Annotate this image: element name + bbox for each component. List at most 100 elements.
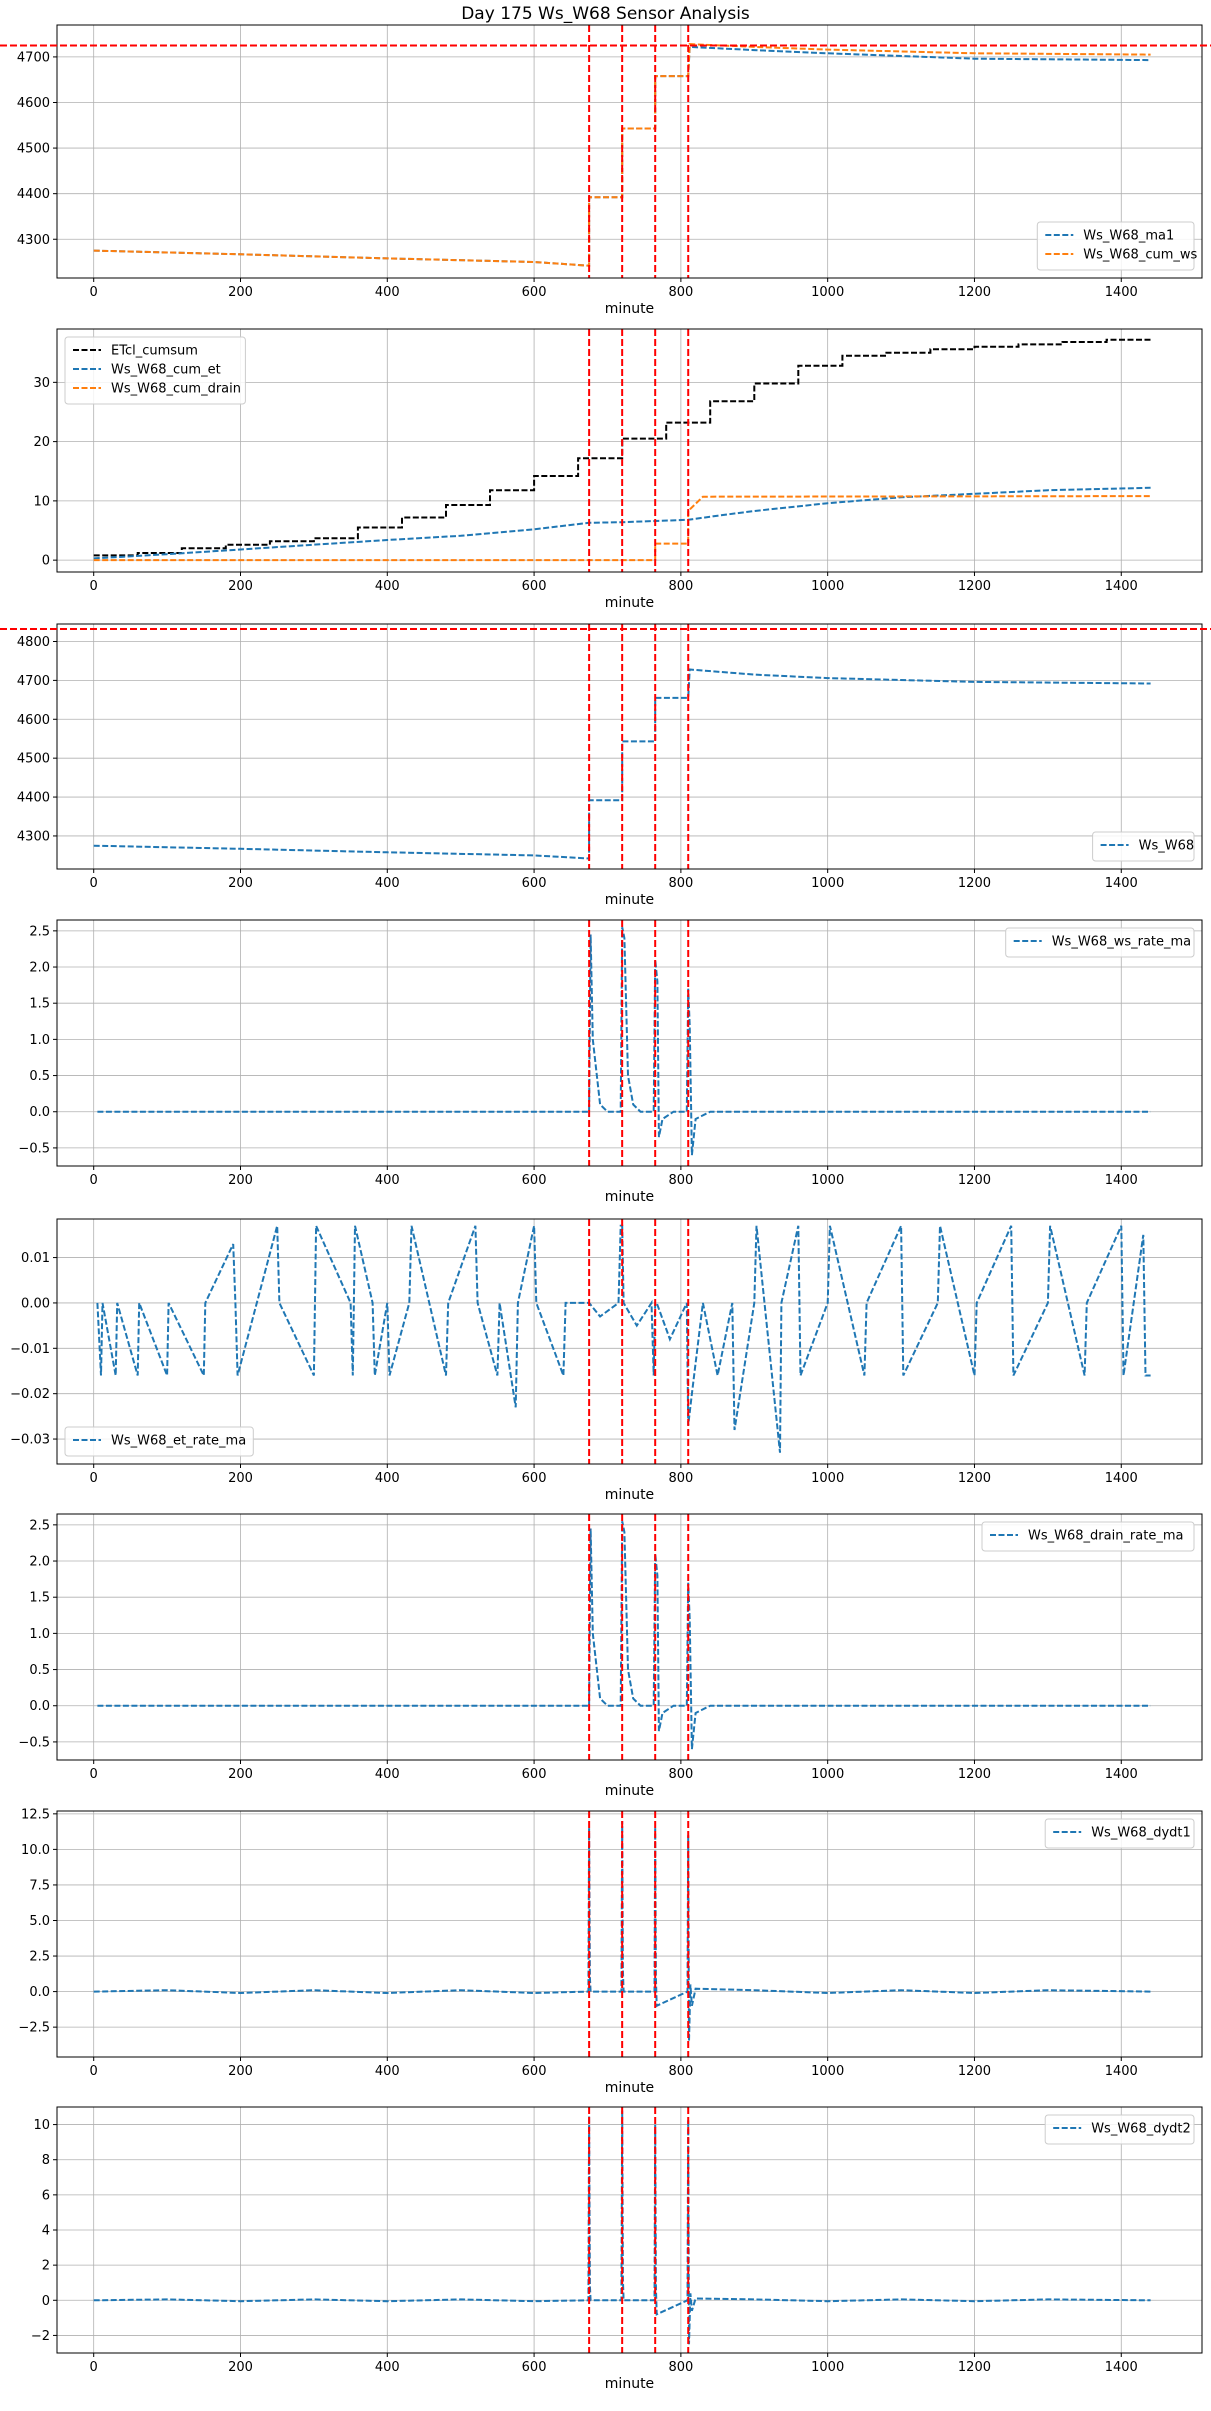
x-tick-label: 1200 bbox=[958, 1767, 991, 1782]
series-line-Ws_W68_ws_rate_ma bbox=[97, 927, 1151, 1156]
plot-area bbox=[97, 1514, 1151, 1760]
y-tick-label: 1.0 bbox=[29, 1627, 50, 1642]
legend: ETcl_cumsum Ws_W68_cum_et Ws_W68_cum_drain bbox=[64, 336, 246, 405]
x-tick-label: 600 bbox=[522, 2360, 547, 2375]
legend-box bbox=[981, 1521, 1195, 1552]
legend: Ws_W68 bbox=[1092, 831, 1195, 862]
legend-box bbox=[64, 1426, 254, 1457]
x-tick-label: 1200 bbox=[958, 285, 991, 300]
x-tick-label: 1200 bbox=[958, 2360, 991, 2375]
x-tick-label: 400 bbox=[375, 285, 400, 300]
y-tick-label: 20 bbox=[33, 435, 50, 450]
x-tick-label: 0 bbox=[90, 876, 98, 891]
legend-label: Ws_W68_ws_rate_ma bbox=[1052, 935, 1191, 950]
y-tick-label: 1.5 bbox=[29, 997, 50, 1012]
x-tick-label: 400 bbox=[375, 2360, 400, 2375]
x-tick-label: 1400 bbox=[1105, 285, 1138, 300]
x-axis-label: minute bbox=[605, 301, 654, 317]
x-tick-label: 1400 bbox=[1105, 579, 1138, 594]
legend: Ws_W68_dydt1 bbox=[1044, 1818, 1195, 1849]
y-tick-label: 0.5 bbox=[29, 1663, 50, 1678]
y-tick-label: 4600 bbox=[17, 713, 50, 728]
series-line-Ws_W68_cum_ws bbox=[93, 43, 1151, 267]
y-tick-label: 4500 bbox=[17, 142, 50, 157]
axes-frame bbox=[56, 328, 1203, 573]
y-tick-label: 1.0 bbox=[29, 1033, 50, 1048]
y-tick-label: −0.5 bbox=[18, 1141, 50, 1156]
x-tick-label: 400 bbox=[375, 1471, 400, 1486]
x-tick-label: 1200 bbox=[958, 579, 991, 594]
plot-area bbox=[93, 1811, 1151, 2057]
x-tick-label: 1000 bbox=[811, 579, 844, 594]
x-tick-label: 1000 bbox=[811, 1173, 844, 1188]
plot-area bbox=[93, 329, 1152, 572]
chart-panel-7: 0 200 400 600 800 1000 1200 1400 −2.5 0.0 2.5 5.0 7.… bbox=[18, 1807, 1203, 2096]
x-tick-label: 0 bbox=[90, 1471, 98, 1486]
x-tick-label: 200 bbox=[228, 2360, 253, 2375]
x-tick-label: 800 bbox=[668, 579, 693, 594]
y-tick-label: −0.01 bbox=[10, 1342, 50, 1357]
y-tick-label: 2.0 bbox=[29, 1555, 50, 1570]
y-tick-label: 2 bbox=[42, 2259, 50, 2274]
x-axis-label: minute bbox=[605, 1783, 654, 1799]
y-tick-label: −2 bbox=[31, 2329, 50, 2344]
x-tick-label: 800 bbox=[668, 2360, 693, 2375]
legend: Ws_W68_dydt2 bbox=[1044, 2114, 1195, 2145]
axes-frame bbox=[56, 623, 1203, 870]
x-tick-label: 400 bbox=[375, 1767, 400, 1782]
x-tick-label: 0 bbox=[90, 1767, 98, 1782]
legend-box bbox=[1044, 2114, 1195, 2145]
legend: Ws_W68_drain_rate_ma bbox=[981, 1521, 1195, 1552]
x-tick-label: 800 bbox=[668, 2064, 693, 2079]
chart-panel-4: 0 200 400 600 800 1000 1200 1400 −0.5 0.0 0.5 1.0 1.… bbox=[18, 919, 1203, 1205]
legend-box bbox=[64, 336, 246, 405]
legend-label: Ws_W68_ma1 bbox=[1083, 229, 1174, 244]
y-tick-label: 4400 bbox=[17, 187, 50, 202]
y-tick-label: 5.0 bbox=[29, 1914, 50, 1929]
plot-area bbox=[93, 624, 1151, 869]
y-tick-label: 7.5 bbox=[29, 1878, 50, 1893]
x-tick-label: 200 bbox=[228, 285, 253, 300]
x-tick-label: 600 bbox=[522, 876, 547, 891]
y-tick-label: 0.01 bbox=[21, 1251, 50, 1266]
y-tick-label: 2.0 bbox=[29, 961, 50, 976]
chart-panel-6: 0 200 400 600 800 1000 1200 1400 −0.5 0.0 0.5 1.0 1.… bbox=[18, 1513, 1203, 1799]
y-tick-label: −0.03 bbox=[10, 1433, 50, 1448]
x-tick-label: 1000 bbox=[811, 2360, 844, 2375]
x-tick-label: 400 bbox=[375, 579, 400, 594]
legend: Ws_W68_ws_rate_ma bbox=[1005, 927, 1195, 958]
y-tick-label: 2.5 bbox=[29, 1950, 50, 1965]
y-tick-label: 0.00 bbox=[21, 1296, 50, 1311]
y-tick-label: 4 bbox=[42, 2224, 50, 2239]
y-tick-label: 4500 bbox=[17, 752, 50, 767]
x-axis-label: minute bbox=[605, 595, 654, 611]
x-tick-label: 800 bbox=[668, 1173, 693, 1188]
x-axis-label: minute bbox=[605, 2376, 654, 2392]
axes-frame bbox=[56, 1513, 1203, 1761]
y-tick-label: 12.5 bbox=[21, 1807, 50, 1822]
figure-title: Day 175 Ws_W68 Sensor Analysis bbox=[461, 4, 750, 24]
legend-box bbox=[1036, 221, 1195, 271]
y-tick-label: 4700 bbox=[17, 674, 50, 689]
x-tick-label: 0 bbox=[90, 2064, 98, 2079]
y-tick-label: 0 bbox=[42, 2294, 50, 2309]
axes-frame bbox=[56, 24, 1203, 279]
x-tick-label: 1400 bbox=[1105, 2360, 1138, 2375]
chart-panel-1: 0 200 400 600 800 1000 1200 1400 4300 4400 4500 460… bbox=[17, 24, 1203, 317]
y-tick-label: 10.0 bbox=[21, 1843, 50, 1858]
legend: Ws_W68_et_rate_ma bbox=[64, 1426, 254, 1457]
x-tick-label: 1400 bbox=[1105, 1767, 1138, 1782]
y-tick-label: 0.0 bbox=[29, 1985, 50, 2000]
x-tick-label: 600 bbox=[522, 285, 547, 300]
series-line-Ws_W68_drain_rate_ma bbox=[97, 1521, 1151, 1750]
legend-box bbox=[1092, 831, 1195, 862]
y-tick-label: 0 bbox=[42, 554, 50, 569]
x-tick-label: 600 bbox=[522, 1767, 547, 1782]
x-tick-label: 1200 bbox=[958, 876, 991, 891]
series-line-ETcl_cumsum bbox=[93, 337, 1152, 557]
x-tick-label: 400 bbox=[375, 2064, 400, 2079]
legend: Ws_W68_ma1 Ws_W68_cum_ws bbox=[1036, 221, 1198, 271]
chart-panel-3: 0 200 400 600 800 1000 1200 1400 4300 4400 4500 460… bbox=[17, 623, 1203, 908]
x-tick-label: 1200 bbox=[958, 2064, 991, 2079]
x-tick-label: 0 bbox=[90, 579, 98, 594]
